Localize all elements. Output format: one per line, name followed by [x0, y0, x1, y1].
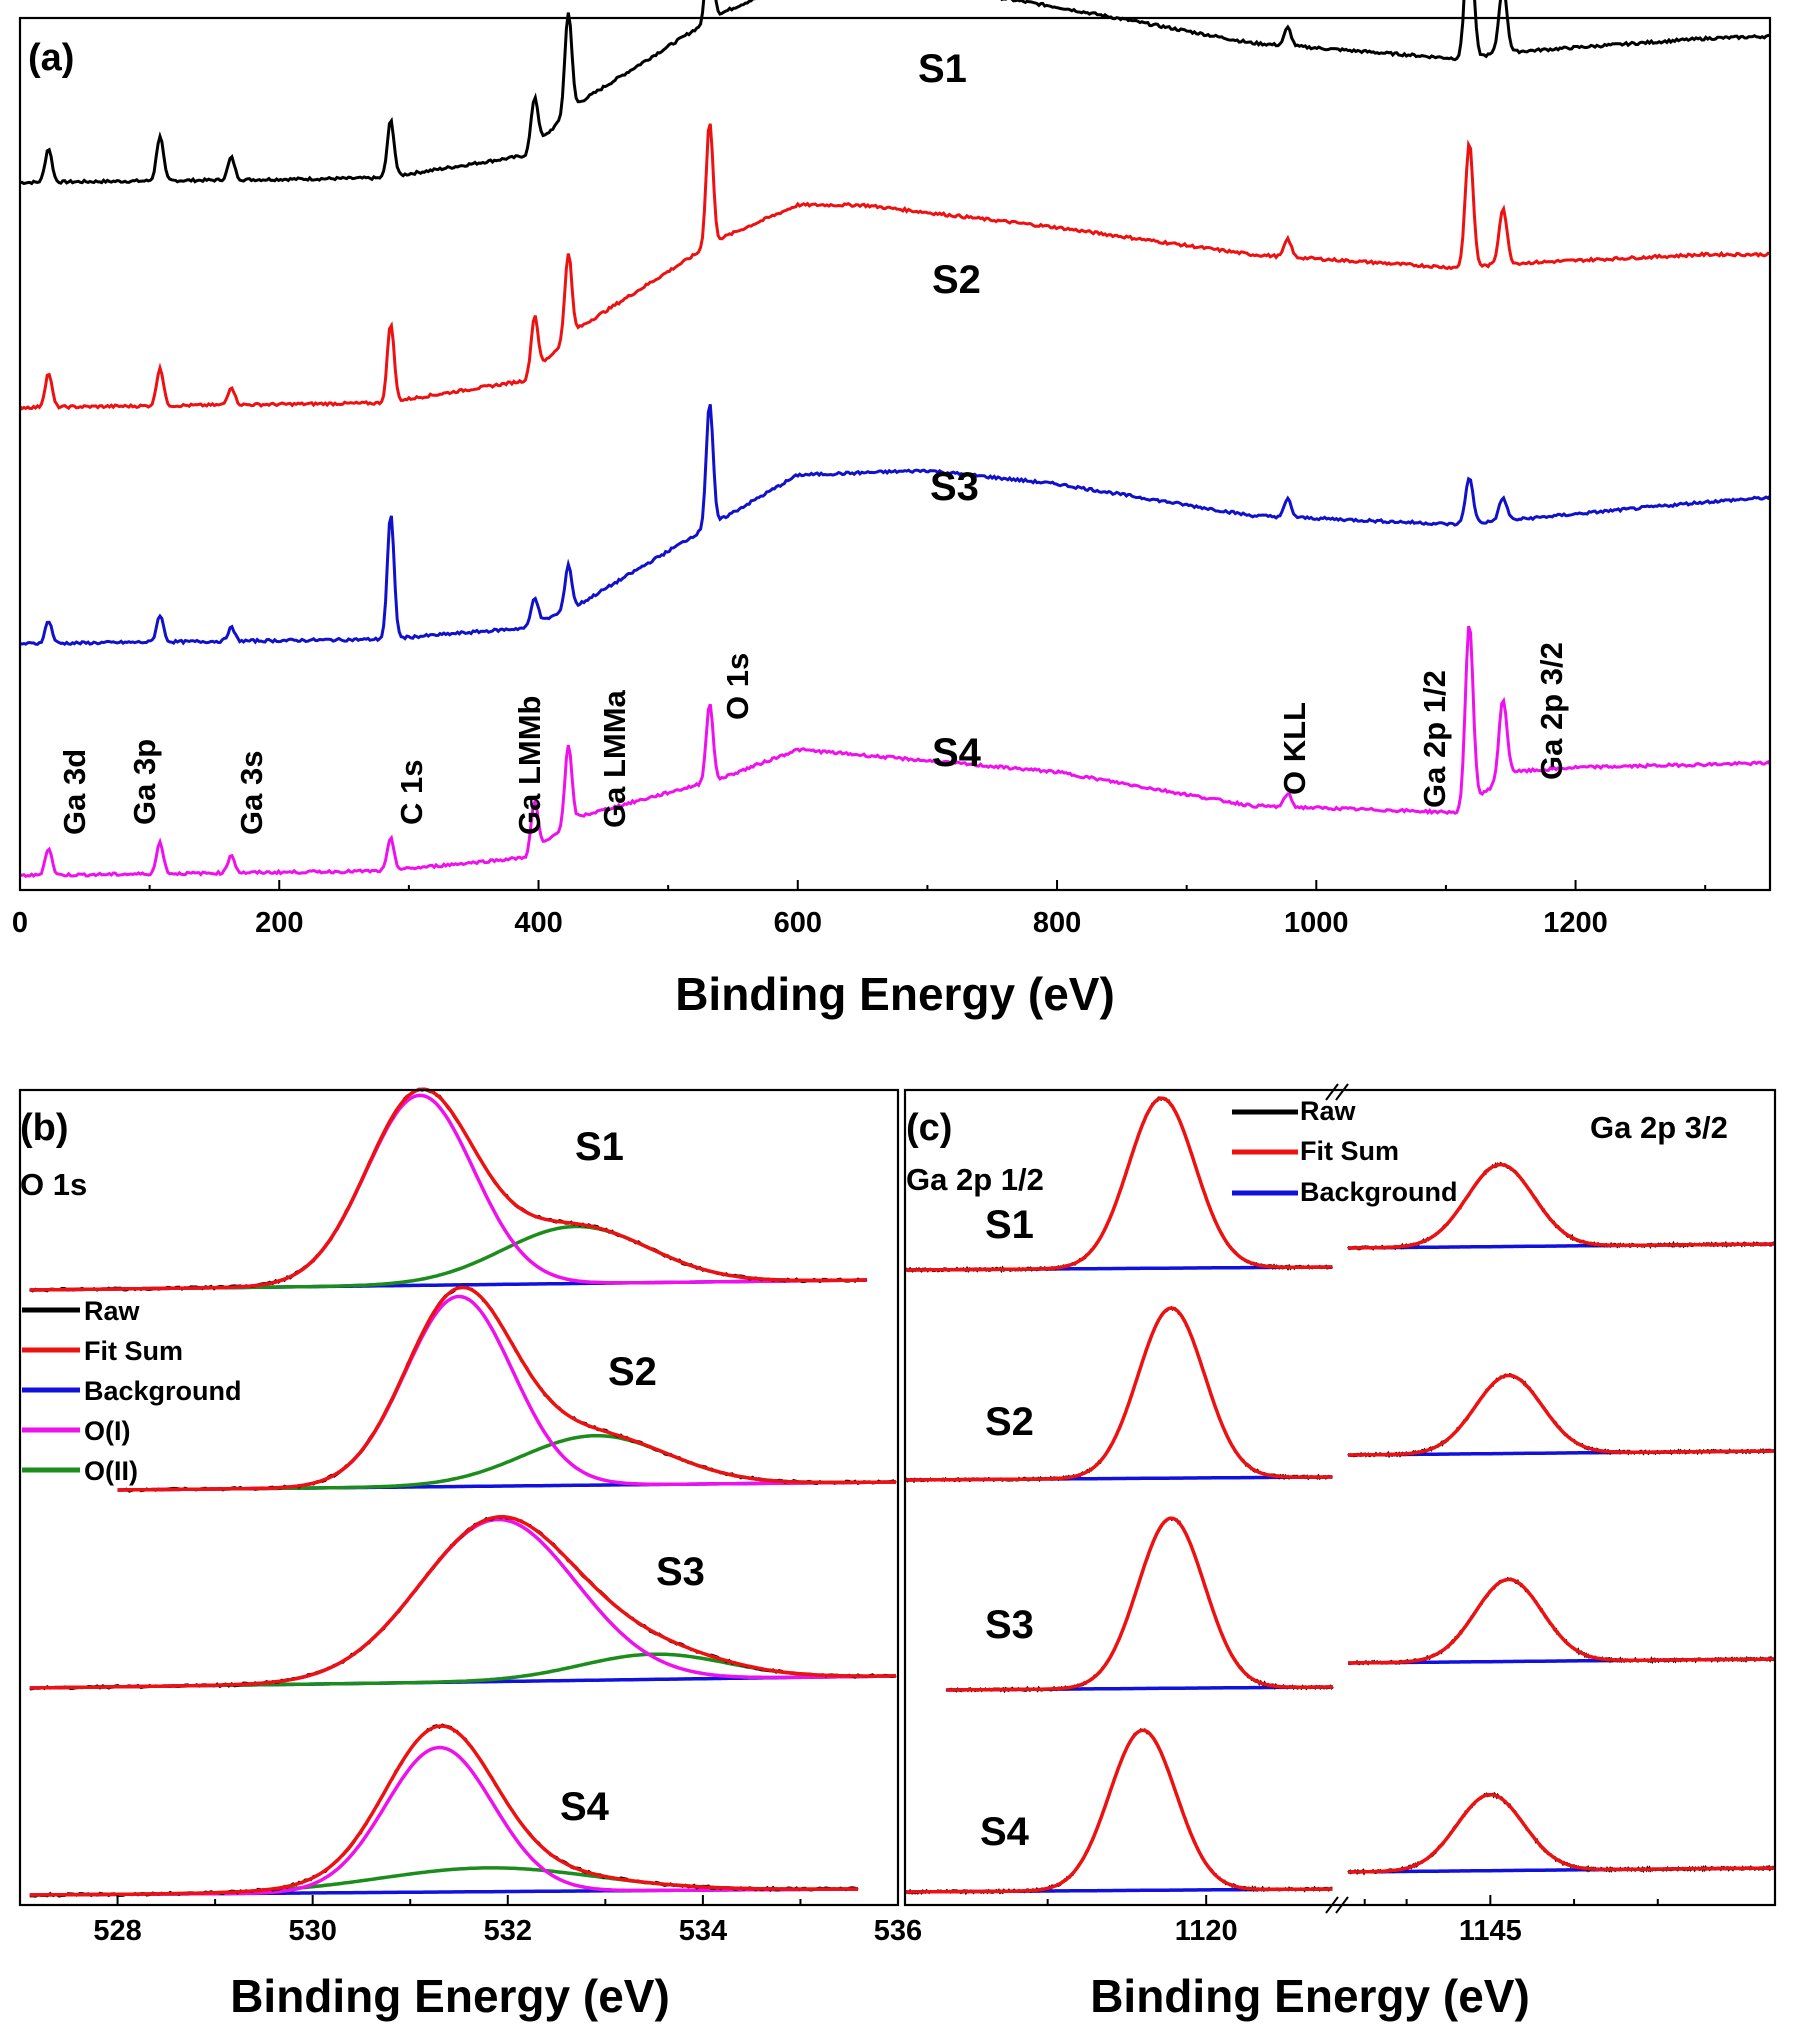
o1s-fit-s1 [29, 1087, 867, 1292]
x-tick-label: 400 [514, 907, 562, 939]
survey-line-s2 [18, 123, 1771, 411]
legend-label-o1: O(I) [84, 1416, 131, 1446]
panel-b-legend: Raw Fit Sum Background O(I) O(II) [22, 1296, 242, 1486]
x-tick-label: 530 [288, 1915, 336, 1947]
c-label-s4: S4 [980, 1810, 1030, 1854]
peak-label-ga2p12: Ga 2p 1/2 [1417, 670, 1452, 808]
axis-break-marks [1325, 1083, 1349, 1914]
o1s-raw-s3 [29, 1514, 897, 1691]
o1s-oi-s1 [29, 1093, 867, 1292]
legend-label-background: Background [84, 1376, 242, 1406]
survey-line-s3 [19, 404, 1772, 646]
panel-a-label: (a) [28, 37, 74, 79]
peak-label-ga2p32: Ga 2p 3/2 [1534, 642, 1569, 780]
ga2p12-raw-s4 [904, 1728, 1333, 1896]
c-legend-label-raw: Raw [1300, 1096, 1357, 1126]
panel-c: 1120 1145 (c) Ga 2p 1/2 Ga 2p 3/2 S1 S2 S… [903, 1083, 1777, 2022]
x-tick-label: 1120 [1175, 1915, 1238, 1947]
series-label-s3: S3 [930, 465, 979, 509]
ga2p12-raw-s2 [904, 1305, 1333, 1484]
survey-line-s4 [19, 625, 1772, 879]
c-label-s2: S2 [985, 1400, 1034, 1444]
x-tick-label: 200 [255, 907, 303, 939]
peak-label-ga-lmma: Ga LMMa [597, 689, 632, 828]
series-label-s2: S2 [932, 258, 981, 302]
c-label-s3: S3 [985, 1603, 1034, 1647]
o1s-oi-s3 [29, 1517, 897, 1690]
panel-b-series [29, 1087, 897, 1898]
c-label-s1: S1 [985, 1203, 1034, 1247]
legend-label-o2: O(II) [84, 1456, 138, 1486]
ga2p32-raw-s2 [1347, 1373, 1776, 1459]
c-legend-label-background: Background [1300, 1177, 1458, 1207]
panel-c-series [904, 1096, 1777, 1896]
peak-label-o-kll: O KLL [1277, 702, 1312, 795]
x-tick-label: 0 [12, 907, 28, 939]
ga2p12-fit-s2 [905, 1306, 1333, 1482]
panel-c-label: (c) [906, 1107, 952, 1149]
series-label-s1: S1 [918, 47, 967, 91]
panel-a-x-axis: 0 200 400 600 800 1000 1200 [12, 880, 1707, 939]
panel-b-label: (b) [20, 1107, 69, 1149]
panel-c-frame [903, 1088, 1777, 1907]
panel-c-region-label-2p32: Ga 2p 3/2 [1590, 1110, 1728, 1145]
peak-label-o1s: O 1s [720, 653, 755, 720]
legend-label-fit: Fit Sum [84, 1336, 183, 1366]
series-label-s4: S4 [932, 731, 982, 775]
o1s-fit-s3 [29, 1515, 896, 1690]
ga2p32-fit-s3 [1348, 1577, 1775, 1665]
ga2p12-fit-s3 [946, 1516, 1333, 1692]
x-tick-label: 800 [1033, 907, 1081, 939]
x-tick-label: 1200 [1543, 907, 1608, 939]
panel-b: 528 530 532 534 536 (b) O 1s S1 S2 S3 S4 Raw… [18, 1087, 922, 2022]
x-tick-label: 600 [774, 907, 822, 939]
peak-label-c1s: C 1s [394, 760, 429, 825]
peak-label-ga3d: Ga 3d [57, 749, 92, 835]
ga2p12-fit-s1 [905, 1096, 1333, 1272]
x-tick-label: 534 [679, 1915, 727, 1947]
b-label-s2: S2 [608, 1350, 657, 1394]
o1s-oi-s4 [29, 1745, 858, 1897]
panel-c-region-label-2p12: Ga 2p 1/2 [906, 1162, 1044, 1197]
ga2p12-fit-s4 [905, 1728, 1333, 1894]
peak-label-ga-lmmb: Ga LMMb [512, 696, 547, 836]
panel-a-series [18, 0, 1772, 879]
peak-label-ga3s: Ga 3s [234, 751, 269, 835]
legend-label-raw: Raw [84, 1296, 141, 1326]
panel-a-x-axis-title: Binding Energy (eV) [675, 968, 1115, 1020]
x-tick-label: 536 [874, 1915, 922, 1947]
panel-b-x-axis-title: Binding Energy (eV) [230, 1970, 670, 2022]
panel-a: 0 200 400 600 800 1000 1200 (a) S1 S2 S3 S4 Ga… [12, 0, 1772, 1020]
panel-b-region-label: O 1s [20, 1167, 87, 1202]
ga2p32-fit-s2 [1348, 1373, 1775, 1457]
panel-b-x-axis: 528 530 532 534 536 [93, 1895, 922, 1947]
b-label-s4: S4 [560, 1785, 610, 1829]
b-label-s3: S3 [656, 1550, 705, 1594]
x-tick-label: 1145 [1459, 1915, 1522, 1947]
panel-c-x-axis: 1120 1145 [904, 1895, 1659, 1947]
x-tick-label: 528 [93, 1915, 141, 1947]
o1s-fit-s4 [29, 1724, 859, 1897]
panel-a-frame [18, 16, 1772, 892]
ga2p32-fit-s4 [1348, 1792, 1775, 1874]
ga2p32-raw-s3 [1348, 1576, 1776, 1666]
c-legend-label-fit: Fit Sum [1300, 1136, 1399, 1166]
panel-c-legend: Raw Fit Sum Background [1232, 1096, 1458, 1207]
panel-c-x-axis-title: Binding Energy (eV) [1090, 1970, 1530, 2022]
x-tick-label: 532 [484, 1915, 532, 1947]
b-label-s1: S1 [575, 1125, 624, 1169]
o1s-fit-s2 [117, 1285, 896, 1492]
x-tick-label: 1000 [1284, 907, 1349, 939]
ga2p32-fit-s1 [1348, 1162, 1775, 1250]
peak-label-ga3p: Ga 3p [127, 739, 162, 825]
survey-line-s1 [19, 0, 1771, 186]
panel-b-frame [18, 1088, 900, 1907]
